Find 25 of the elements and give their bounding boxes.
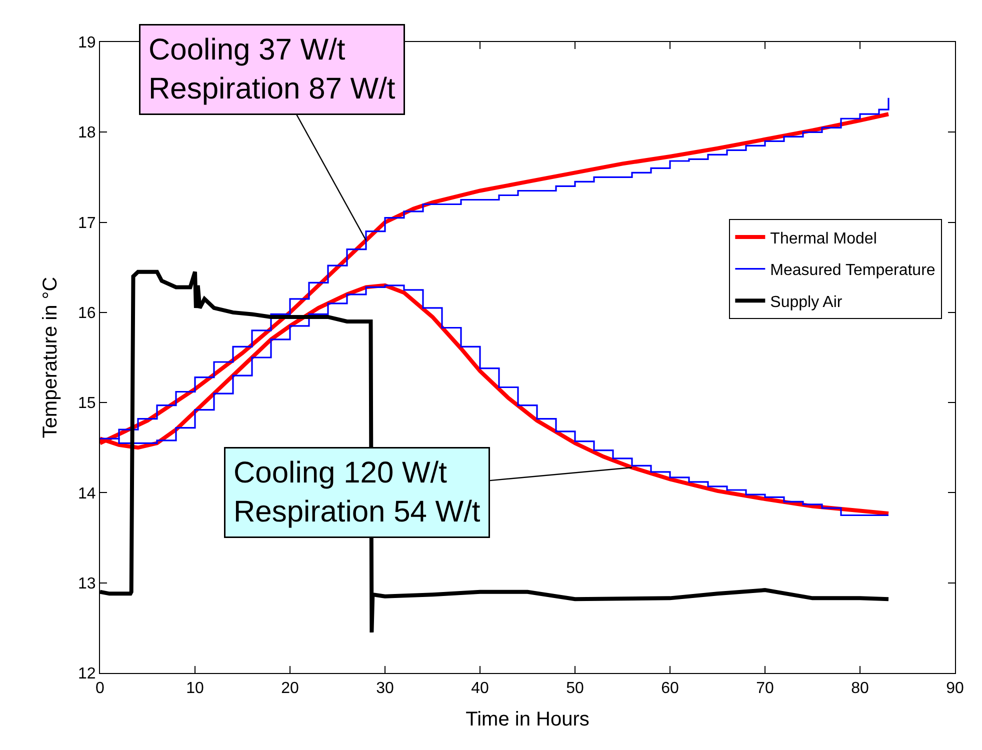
- legend-label: Thermal Model: [770, 230, 877, 248]
- x-axis-title: Time in Hours: [466, 708, 590, 731]
- x-tick-label: 10: [186, 680, 204, 698]
- x-tick-label: 30: [376, 680, 394, 698]
- annotation: Cooling 37 W/t Respiration 87 W/t: [148, 34, 396, 106]
- legend-label: Supply Air: [770, 294, 843, 311]
- y-tick-label: 17: [78, 214, 96, 232]
- x-tick-label: 20: [281, 680, 299, 698]
- x-tick-label: 0: [96, 680, 105, 698]
- y-tick-label: 16: [78, 305, 96, 322]
- y-tick-label: 12: [78, 666, 96, 683]
- x-tick-label: 60: [661, 680, 679, 698]
- annotation: Cooling 120 W/t Respiration 54 W/t: [234, 456, 481, 528]
- y-tick-label: 14: [78, 485, 96, 502]
- y-tick-label: 19: [78, 34, 96, 52]
- y-tick-label: 13: [78, 575, 96, 592]
- legend-label: Measured Temperature: [770, 262, 936, 280]
- y-tick-label: 18: [78, 124, 96, 142]
- x-tick-label: 50: [566, 680, 584, 698]
- x-tick-label: 90: [946, 680, 964, 698]
- x-tick-label: 70: [756, 680, 774, 698]
- y-tick-label: 15: [78, 395, 96, 412]
- x-tick-label: 80: [851, 680, 869, 698]
- x-tick-label: 40: [471, 680, 489, 698]
- y-axis-title: Temperature in °C: [40, 276, 62, 438]
